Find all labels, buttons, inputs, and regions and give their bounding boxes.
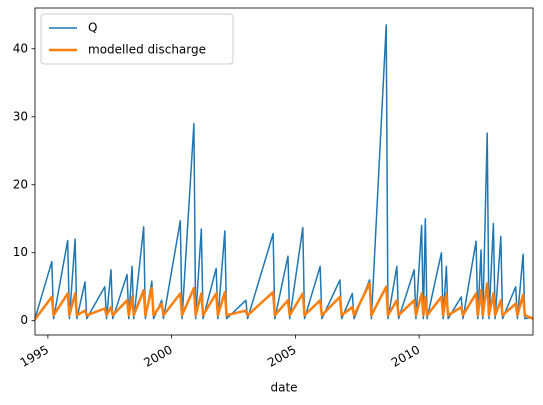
- legend-label: Q: [88, 21, 97, 35]
- y-tick-label: 30: [13, 109, 28, 123]
- series-line: [34, 24, 534, 320]
- y-tick-label: 0: [20, 313, 28, 327]
- y-tick-label: 40: [13, 41, 28, 55]
- legend-box: [40, 13, 234, 65]
- y-tick-label: 20: [13, 177, 28, 191]
- x-axis-label: date: [270, 381, 297, 395]
- y-tick-label: 10: [13, 245, 28, 259]
- plot-area: [34, 24, 534, 321]
- legend-label: modelled discharge: [88, 43, 206, 57]
- x-tick-label: 2005: [265, 343, 298, 370]
- series-line: [34, 282, 534, 321]
- x-tick-label: 2000: [141, 343, 174, 370]
- x-tick-label: 1995: [18, 343, 51, 370]
- axes-frame: [34, 7, 534, 336]
- x-tick-label: 2010: [389, 343, 422, 370]
